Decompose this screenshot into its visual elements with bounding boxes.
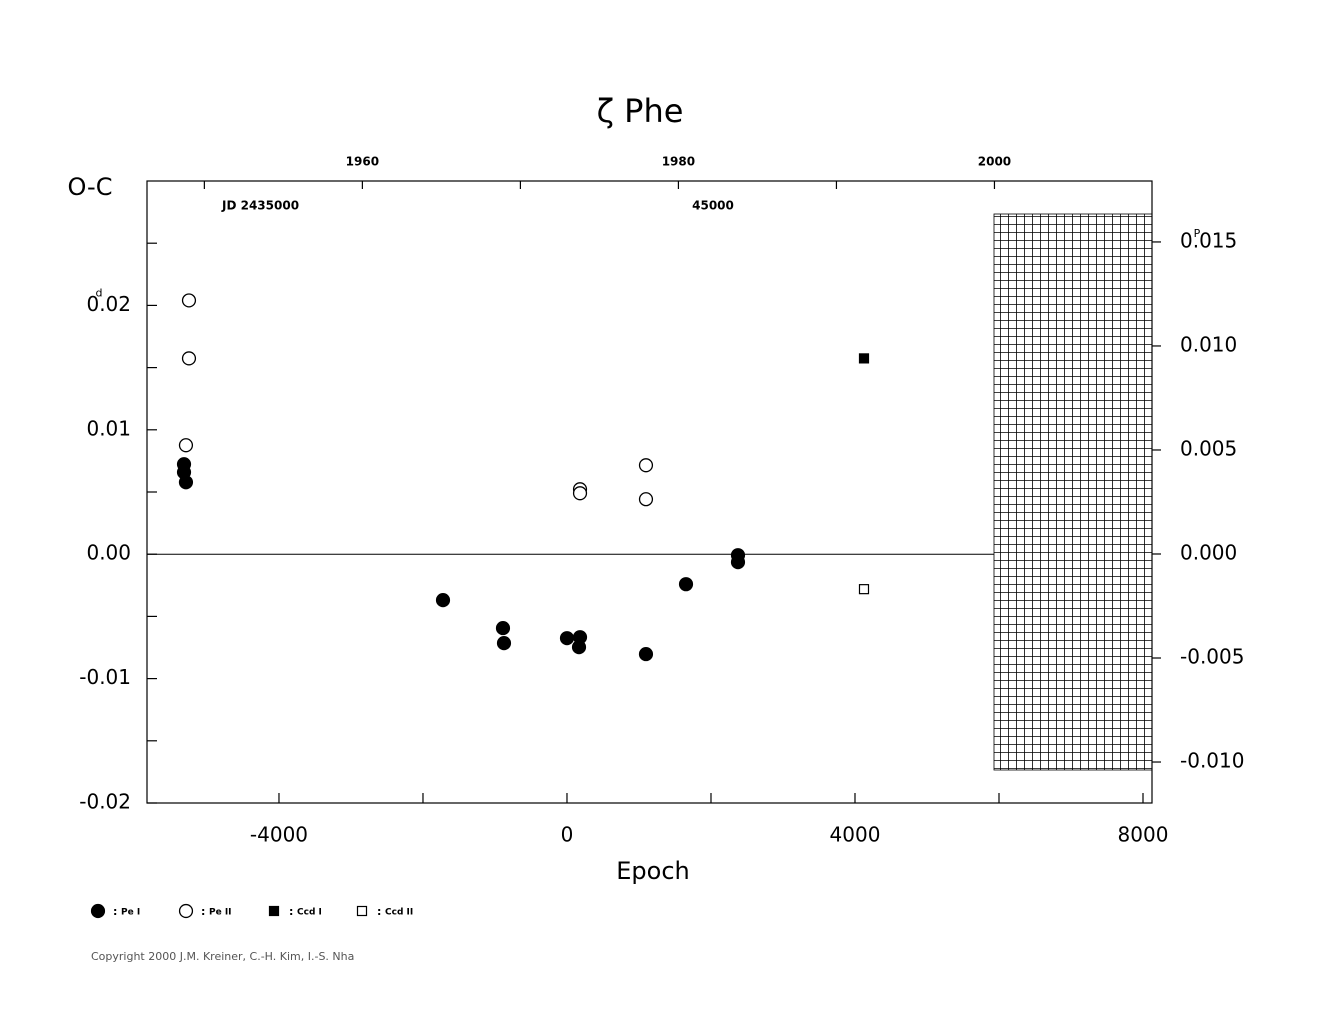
data-point <box>858 584 870 595</box>
y2-tick-label: 0.010 <box>1180 332 1237 356</box>
y2-tick-label: 0.000 <box>1180 540 1237 564</box>
y2-unit: P <box>1194 227 1201 240</box>
y-tick-label: 0.01 <box>86 416 131 440</box>
data-point <box>435 593 451 608</box>
y-tick-label: 0.02 <box>86 292 131 316</box>
x-tick-label: -4000 <box>250 823 308 847</box>
y-axis-label: O-C <box>68 173 113 201</box>
legend-marker <box>90 903 106 919</box>
y-tick-label: -0.02 <box>79 790 131 814</box>
chart-title: ζ Phe <box>597 92 684 130</box>
data-point <box>572 486 588 501</box>
data-point <box>730 555 746 570</box>
x2-tick-label: 2000 <box>978 155 1011 169</box>
x-tick-label: 4000 <box>830 823 881 847</box>
legend-marker <box>178 903 194 919</box>
y2-tick-label: 0.005 <box>1180 436 1237 460</box>
y2-tick-label: -0.005 <box>1180 645 1244 669</box>
y-tick-label: 0.00 <box>86 541 131 565</box>
data-point <box>858 353 870 364</box>
y2-tick-label: 0.015 <box>1180 228 1237 252</box>
data-point <box>495 621 511 636</box>
legend-label: Ccd II <box>385 908 413 918</box>
data-point <box>178 438 194 453</box>
x-tick-label: 8000 <box>1118 823 1169 847</box>
data-point <box>638 492 654 507</box>
data-point <box>181 293 197 308</box>
legend-marker <box>268 905 280 917</box>
copyright: Copyright 2000 J.M. Kreiner, C.-H. Kim, … <box>91 950 354 963</box>
legend-separator: : <box>201 905 205 918</box>
legend-marker <box>356 905 368 917</box>
data-point <box>678 577 694 592</box>
data-point <box>638 647 654 662</box>
data-point <box>496 636 512 651</box>
x-tick-label: 0 <box>561 823 574 847</box>
data-point <box>178 475 194 490</box>
data-point <box>638 458 654 473</box>
y2-tick-label: -0.010 <box>1180 749 1244 773</box>
x-axis-label: Epoch <box>616 857 690 885</box>
x2-tick-label: 1960 <box>346 155 379 169</box>
data-point <box>571 640 587 655</box>
legend-separator: : <box>113 905 117 918</box>
data-point <box>559 631 575 646</box>
legend-separator: : <box>289 905 293 918</box>
annotation: JD 2435000 <box>221 199 299 213</box>
legend-separator: : <box>377 905 381 918</box>
data-point <box>181 351 197 366</box>
x2-tick-label: 1980 <box>662 155 695 169</box>
annotation: 45000 <box>692 199 734 213</box>
legend-label: Pe I <box>121 908 140 918</box>
legend-label: Pe II <box>209 908 232 918</box>
legend-label: Ccd I <box>297 908 322 918</box>
y-tick-label: -0.01 <box>79 665 131 689</box>
hatched-region <box>993 213 1153 771</box>
y-unit: d <box>96 286 103 299</box>
